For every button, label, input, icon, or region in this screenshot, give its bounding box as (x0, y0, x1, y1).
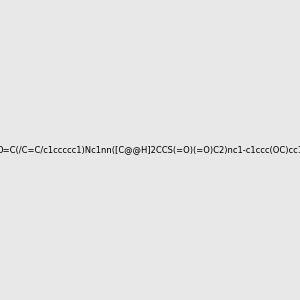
Text: O=C(/C=C/c1ccccc1)Nc1nn([C@@H]2CCS(=O)(=O)C2)nc1-c1ccc(OC)cc1: O=C(/C=C/c1ccccc1)Nc1nn([C@@H]2CCS(=O)(=… (0, 146, 300, 154)
